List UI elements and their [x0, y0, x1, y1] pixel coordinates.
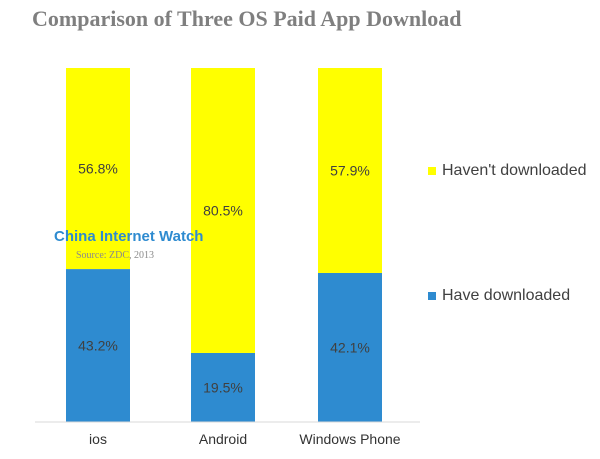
watermark-brand: China Internet Watch	[54, 228, 204, 245]
chart-title: Comparison of Three OS Paid App Download	[32, 6, 462, 31]
x-tick-label: ios	[89, 431, 107, 447]
bar-ios-haven-t-downloaded	[66, 68, 130, 270]
data-label-windows-phone-have-downloaded: 42.1%	[330, 339, 370, 355]
data-label-android-haven-t-downloaded: 80.5%	[203, 202, 243, 218]
x-tick-label: Windows Phone	[299, 431, 400, 447]
legend-swatch-havent	[428, 167, 436, 175]
bar-android-haven-t-downloaded	[191, 68, 255, 353]
legend-swatch-have	[428, 292, 436, 300]
bar-ios-have-downloaded	[66, 269, 130, 422]
data-label-ios-haven-t-downloaded: 56.8%	[78, 161, 118, 177]
watermark-source: Source: ZDC, 2013	[76, 250, 155, 261]
bars-layer	[66, 68, 382, 422]
labels-layer: 43.2% 56.8% ios 19.5% 80.5% Android 42.1% 57.9%…	[78, 161, 401, 447]
data-label-android-have-downloaded: 19.5%	[203, 379, 243, 395]
legend-label-havent: Haven't downloaded	[442, 162, 587, 179]
bar-windows-phone-haven-t-downloaded	[318, 68, 382, 273]
legend-label-have: Have downloaded	[442, 287, 571, 304]
data-label-ios-have-downloaded: 43.2%	[78, 338, 118, 354]
bar-windows-phone-have-downloaded	[318, 272, 382, 422]
data-label-windows-phone-haven-t-downloaded: 57.9%	[330, 162, 370, 178]
x-tick-label: Android	[199, 431, 247, 447]
bar-android-have-downloaded	[191, 352, 255, 422]
